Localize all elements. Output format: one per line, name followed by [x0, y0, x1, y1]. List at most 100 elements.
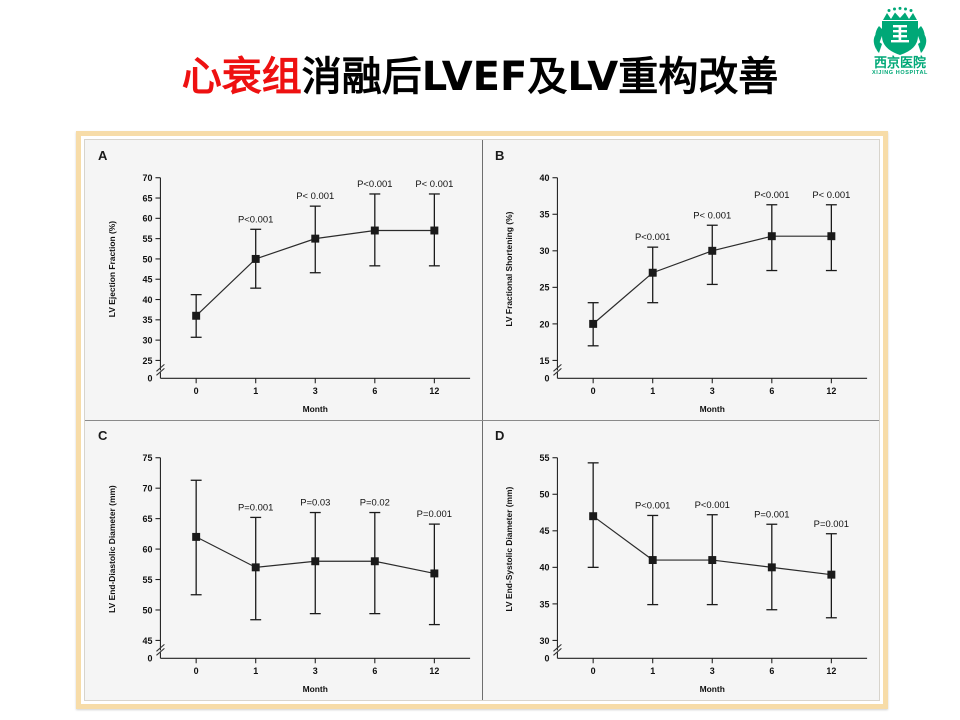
x-tick-label: 12: [826, 666, 836, 676]
p-value-annotation: P<0.001: [754, 189, 789, 200]
x-tick-label: 3: [313, 386, 318, 396]
data-point-marker: [648, 268, 657, 277]
data-point-marker: [251, 563, 260, 572]
x-tick-label: 6: [769, 666, 774, 676]
figure-grid: A 25 30 35 40 45 50 55 60 65 70 0 0 1 3 6 12 Month LV Eje…: [84, 139, 880, 701]
x-axis-title: Month: [700, 684, 725, 694]
y-tick-label: 40: [143, 295, 153, 305]
x-axis-title: Month: [303, 684, 328, 694]
y-tick-label: 20: [540, 319, 550, 329]
y-tick-label: 70: [143, 173, 153, 183]
data-point-marker: [648, 556, 657, 565]
y-tick-label: 25: [540, 283, 550, 293]
p-value-annotation: P< 0.001: [812, 189, 850, 200]
x-tick-label: 6: [372, 666, 377, 676]
p-value-annotation: P=0.001: [754, 508, 789, 519]
data-point-marker: [192, 311, 201, 320]
y-axis-title: LV End-Diastolic Diameter (mm): [107, 485, 117, 613]
chart-b-svg: 15 20 25 30 35 40 0 0 1 3 6 12 Month LV Fractional Sh…: [504, 173, 868, 414]
axis-break-mark: [156, 363, 165, 372]
y-tick-label: 60: [143, 544, 153, 554]
axis-break-mark: [156, 367, 165, 376]
data-point-marker: [311, 557, 320, 566]
x-tick-label: 1: [650, 386, 655, 396]
y-tick-label: 35: [540, 210, 550, 220]
y-tick-label: 30: [540, 636, 550, 646]
y-tick-label: 25: [143, 356, 153, 366]
axis-break-mark: [156, 647, 165, 656]
panel-label-b: B: [495, 148, 505, 163]
y-tick-label: 50: [540, 490, 550, 500]
y-axis-title: LV Ejection Fraction (%): [107, 221, 117, 317]
p-value-annotation: P=0.001: [238, 501, 273, 512]
data-point-marker: [708, 556, 717, 565]
y-tick-label: 75: [143, 453, 153, 463]
p-value-annotation: P<0.001: [635, 231, 670, 242]
axis-break-mark: [553, 363, 562, 372]
axis-break-mark: [553, 647, 562, 656]
x-tick-label: 0: [194, 666, 199, 676]
data-point-marker: [827, 232, 836, 241]
p-value-annotation: P=0.03: [300, 497, 330, 508]
y-axis-title: LV End-Systolic Diameter (mm): [504, 486, 514, 611]
p-value-annotation: P< 0.001: [415, 178, 453, 189]
panel-label-c: C: [98, 428, 108, 443]
chart-panel-a: A 25 30 35 40 45 50 55 60 65 70 0 0 1 3 6 12 Month LV Eje…: [85, 140, 482, 420]
chart-panel-b: B 15 20 25 30 35 40 0 0 1 3 6 12 Month LV Fractional …: [482, 140, 879, 420]
y-tick-label: 35: [540, 599, 550, 609]
x-axis-title: Month: [303, 404, 328, 414]
x-tick-label: 0: [591, 666, 596, 676]
y-zero-label: 0: [148, 374, 153, 384]
slide-title-rest: 消融后LVEF及LV重构改善: [301, 54, 779, 100]
p-value-annotation: P<0.001: [635, 500, 670, 511]
chart-panel-d: D 30 35 40 45 50 55 0 0 1 3 6 12 Month LV End-Systoli…: [482, 420, 879, 700]
chart-panel-c: C 45 50 55 60 65 70 75 0 0 1 3 6 12 Month LV End-Diast…: [85, 420, 482, 700]
x-tick-label: 12: [826, 386, 836, 396]
x-tick-label: 12: [429, 386, 439, 396]
slide-title: 心衰组消融后LVEF及LV重构改善: [0, 53, 960, 101]
data-point-marker: [370, 557, 379, 566]
p-value-annotation: P<0.001: [238, 213, 273, 224]
y-tick-label: 65: [143, 193, 153, 203]
y-tick-label: 40: [540, 563, 550, 573]
axis-break-mark: [553, 643, 562, 652]
y-tick-label: 55: [143, 575, 153, 585]
y-tick-label: 55: [143, 234, 153, 244]
chart-c-svg: 45 50 55 60 65 70 75 0 0 1 3 6 12 Month LV End-Diastol…: [107, 453, 471, 694]
x-tick-label: 1: [253, 666, 258, 676]
panel-divider-horizontal: [85, 420, 879, 421]
y-tick-label: 45: [540, 526, 550, 536]
p-value-annotation: P< 0.001: [296, 190, 334, 201]
x-tick-label: 1: [253, 386, 258, 396]
panel-label-d: D: [495, 428, 505, 443]
x-tick-label: 0: [591, 386, 596, 396]
y-tick-label: 50: [143, 254, 153, 264]
y-tick-label: 40: [540, 173, 550, 183]
x-tick-label: 12: [429, 666, 439, 676]
figure-frame: A 25 30 35 40 45 50 55 60 65 70 0 0 1 3 6 12 Month LV Eje…: [76, 131, 888, 709]
p-value-annotation: P< 0.001: [693, 209, 731, 220]
hospital-logo: 西京医院 XIJING HOSPITAL: [850, 6, 950, 84]
p-value-annotation: P<0.001: [695, 499, 730, 510]
chart-d-svg: 30 35 40 45 50 55 0 0 1 3 6 12 Month LV End-Systolic …: [504, 453, 868, 694]
y-axis-title: LV Fractional Shortening (%): [504, 211, 514, 326]
chart-a-svg: 25 30 35 40 45 50 55 60 65 70 0 0 1 3 6 12 Month LV Eject…: [107, 173, 471, 414]
y-tick-label: 45: [143, 636, 153, 646]
data-point-marker: [311, 234, 320, 243]
data-point-marker: [708, 246, 717, 255]
data-point-marker: [251, 254, 260, 263]
x-tick-label: 0: [194, 386, 199, 396]
x-tick-label: 6: [769, 386, 774, 396]
y-tick-label: 15: [540, 356, 550, 366]
data-point-marker: [370, 226, 379, 235]
y-zero-label: 0: [148, 654, 153, 664]
data-point-marker: [192, 532, 201, 541]
axis-break-mark: [553, 367, 562, 376]
y-zero-label: 0: [545, 654, 550, 664]
data-point-marker: [430, 226, 439, 235]
x-tick-label: 3: [313, 666, 318, 676]
data-point-marker: [827, 570, 836, 579]
y-zero-label: 0: [545, 374, 550, 384]
logo-name-en: XIJING HOSPITAL: [872, 70, 928, 76]
data-point-marker: [430, 569, 439, 578]
